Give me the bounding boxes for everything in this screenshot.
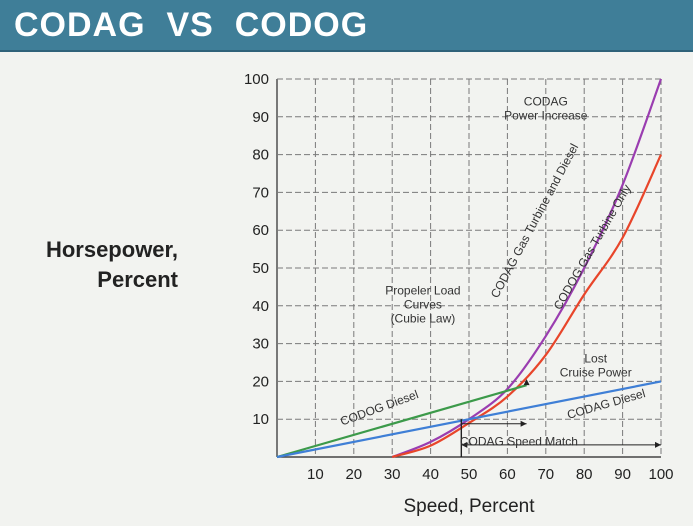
x-tick-label: 10 xyxy=(307,466,324,483)
x-tick-label: 40 xyxy=(422,466,439,483)
y-axis-label-line-1: Horsepower, xyxy=(45,237,178,262)
annotation-line: Propeler Load xyxy=(385,283,460,297)
y-tick-label: 60 xyxy=(252,222,269,239)
y-tick-label: 80 xyxy=(252,147,269,164)
y-axis-label-line-2: Percent xyxy=(97,267,178,292)
annotation-line: CODAG xyxy=(524,94,568,108)
y-tick-label: 100 xyxy=(244,71,269,88)
y-tick-label: 40 xyxy=(252,298,269,315)
series-line-1 xyxy=(391,154,662,459)
arrowhead xyxy=(655,441,661,448)
x-tick-label: 80 xyxy=(576,466,593,483)
grid-lines xyxy=(276,78,662,458)
y-tick-label: 30 xyxy=(252,336,269,353)
speed-match-marks xyxy=(460,379,661,457)
annotation: CODAG Power Increase xyxy=(504,94,588,122)
y-tick-label: 90 xyxy=(252,109,269,126)
annotation: Lost Cruise Power xyxy=(560,352,632,380)
y-tick-label: 70 xyxy=(252,184,269,201)
x-tick-label: 60 xyxy=(499,466,516,483)
page-title: CODAG VS CODOG xyxy=(14,6,369,44)
series-line-3 xyxy=(276,380,662,459)
series-line-2 xyxy=(276,384,527,459)
annotation-line: Power Increase xyxy=(504,108,588,122)
annotation-line: CODAG Speed Match xyxy=(460,435,578,449)
y-tick-label: 20 xyxy=(252,373,269,390)
series-line-0 xyxy=(391,78,663,459)
annotation-line: (Cubie Law) xyxy=(391,311,456,325)
annotation: CODAG Speed Match xyxy=(460,435,578,449)
series-label: CODOG Gas Turbine Only xyxy=(551,182,634,312)
annotation-line: Curves xyxy=(404,297,442,311)
header-bar xyxy=(0,0,693,50)
x-tick-label: 20 xyxy=(345,466,362,483)
series-label: CODOG Diesel xyxy=(338,387,420,428)
y-tick-label: 10 xyxy=(252,411,269,428)
tick-labels: 10 20 30 40 50 60 70 80 90 100 10 20 30 40 50 60 70 80 90 1… xyxy=(244,71,674,483)
x-axis-label: Speed, Percent xyxy=(404,496,536,517)
x-tick-label: 50 xyxy=(461,466,478,483)
annotation-line: Lost xyxy=(584,352,607,366)
arrowhead xyxy=(461,441,468,448)
x-tick-label: 30 xyxy=(384,466,401,483)
x-tick-label: 100 xyxy=(648,466,673,483)
arrowhead xyxy=(520,420,527,427)
arrowhead xyxy=(523,379,530,386)
y-tick-label: 50 xyxy=(252,260,269,277)
header-divider xyxy=(0,50,693,52)
annotation-line: Cruise Power xyxy=(560,366,632,380)
annotation: Propeler Load Curves (Cubie Law) xyxy=(385,283,460,325)
annotations: CODAG Power Increase Propeler Load Curves (C… xyxy=(385,94,632,448)
series-lines xyxy=(276,78,663,459)
x-tick-label: 90 xyxy=(614,466,631,483)
y-axis-label: Horsepower, Percent xyxy=(0,235,178,295)
x-tick-label: 70 xyxy=(537,466,554,483)
